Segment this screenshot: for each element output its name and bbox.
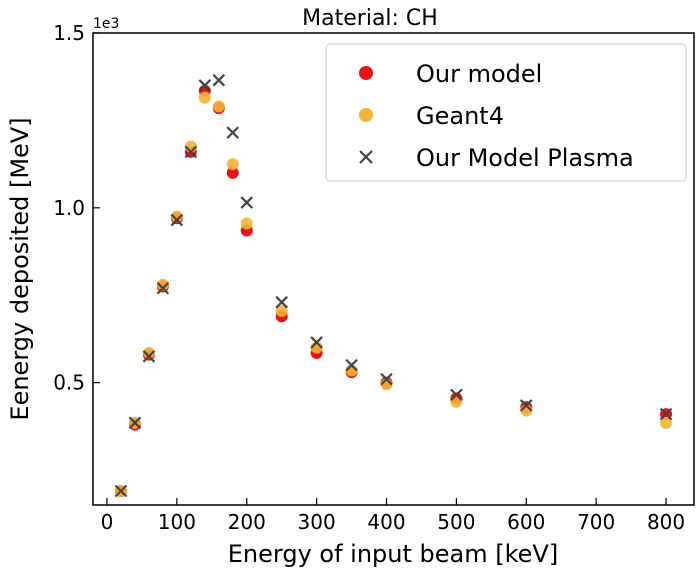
x-tick-label: 100 bbox=[158, 510, 196, 534]
x-axis-label: Energy of input beam [keV] bbox=[228, 540, 558, 568]
point-our-model-plasma bbox=[450, 388, 463, 402]
point-geant4 bbox=[212, 100, 225, 113]
point-geant4 bbox=[275, 304, 288, 317]
x-tick-label: 200 bbox=[228, 510, 266, 534]
point-our-model-plasma bbox=[170, 213, 184, 227]
data-points bbox=[114, 73, 673, 498]
point-our-model-plasma bbox=[142, 350, 156, 363]
point-our-model-plasma bbox=[380, 372, 393, 386]
point-our-model-plasma bbox=[156, 281, 170, 295]
point-geant4 bbox=[240, 217, 253, 230]
legend-label-our-model-plasma: Our Model Plasma bbox=[416, 144, 634, 172]
point-geant4 bbox=[142, 346, 155, 359]
y-tick-label: 1.0 bbox=[53, 196, 85, 220]
legend-marker-our-model-plasma bbox=[359, 150, 373, 164]
point-our-model-plasma bbox=[345, 358, 358, 372]
point-our-model bbox=[226, 166, 239, 179]
legend-label-geant4: Geant4 bbox=[416, 102, 504, 130]
chart-title: Material: CH bbox=[302, 6, 438, 31]
legend: Our model Geant4 Our Model Plasma bbox=[325, 43, 687, 182]
point-our-model-plasma bbox=[128, 416, 142, 430]
point-geant4 bbox=[660, 416, 673, 429]
legend-marker-our-model bbox=[359, 66, 373, 80]
point-geant4 bbox=[170, 210, 183, 223]
y-axis-label: Eenergy deposited [MeV] bbox=[6, 117, 34, 420]
x-tick-label: 700 bbox=[577, 510, 615, 534]
point-our-model-plasma bbox=[114, 484, 128, 498]
point-our-model-plasma bbox=[240, 196, 254, 209]
point-our-model-plasma bbox=[184, 145, 198, 159]
x-tick-label: 0 bbox=[101, 510, 114, 534]
y-tick-label: 0.5 bbox=[53, 371, 85, 395]
x-tick-label: 600 bbox=[507, 510, 545, 534]
point-our-model-plasma bbox=[310, 336, 323, 349]
point-our-model-plasma bbox=[198, 79, 212, 92]
legend-box bbox=[325, 43, 687, 182]
point-geant4 bbox=[226, 158, 239, 171]
y-tick-label: 1.5 bbox=[53, 21, 85, 45]
point-our-model-plasma bbox=[659, 407, 673, 421]
y-multiplier-label: 1e3 bbox=[93, 16, 119, 32]
axis-ticks: 0 100 200 300 400 500 600 700 800 0.5 1.0 1.5 bbox=[53, 21, 685, 534]
legend-marker-geant4 bbox=[359, 108, 373, 122]
point-our-model-plasma bbox=[275, 295, 288, 309]
point-our-model-plasma bbox=[226, 126, 240, 139]
legend-label-our-model: Our model bbox=[416, 60, 542, 88]
x-tick-label: 500 bbox=[437, 510, 475, 534]
plot-frame bbox=[92, 32, 695, 506]
point-our-model-plasma bbox=[212, 73, 226, 87]
x-tick-label: 300 bbox=[298, 510, 336, 534]
point-geant4 bbox=[156, 278, 169, 291]
x-tick-label: 800 bbox=[647, 510, 685, 534]
x-tick-label: 400 bbox=[367, 510, 405, 534]
point-our-model-plasma bbox=[520, 399, 533, 412]
point-geant4 bbox=[198, 91, 211, 104]
